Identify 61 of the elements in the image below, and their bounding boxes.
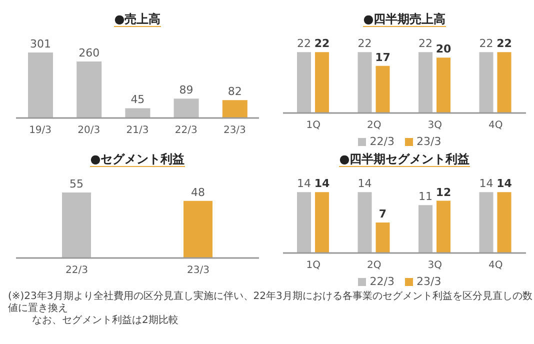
data-label: 55 xyxy=(70,178,84,191)
bar xyxy=(479,192,494,253)
bar xyxy=(174,98,199,118)
x-tick-label: 22/3 xyxy=(174,125,198,136)
data-label: 22 xyxy=(496,37,512,50)
bar xyxy=(315,192,329,253)
x-tick-label: 2Q xyxy=(367,120,382,132)
data-label: 14 xyxy=(358,177,372,190)
bar xyxy=(358,192,372,253)
text: (※)23年3月期より全社費用の区分見直し実施に伴い、22年3月期における各事業のセグメント利益を区分見直しの数値に置き換え xyxy=(8,291,534,314)
x-tick-label: 1Q xyxy=(306,120,321,132)
x-tick-label: 1Q xyxy=(306,260,321,272)
legend-label: 22/3 xyxy=(370,135,394,148)
data-label: 14 xyxy=(496,177,512,190)
bar xyxy=(436,200,450,253)
bar xyxy=(418,205,432,253)
x-tick-label: 19/3 xyxy=(29,125,52,136)
x-tick-label: 23/3 xyxy=(187,265,210,276)
x-tick-label: 23/3 xyxy=(223,125,246,136)
data-label: 45 xyxy=(130,93,145,106)
data-label: 22 xyxy=(297,37,311,50)
data-label: 14 xyxy=(297,177,311,190)
bar xyxy=(28,52,53,118)
data-label: 7 xyxy=(378,208,387,221)
bar xyxy=(376,222,390,253)
data-label: 14 xyxy=(314,177,330,190)
data-label: 260 xyxy=(78,46,100,60)
x-tick-label: 22/3 xyxy=(66,265,88,276)
x-tick-label: 2Q xyxy=(367,260,382,272)
x-tick-label: 4Q xyxy=(488,120,503,132)
data-label: 22 xyxy=(418,37,432,50)
legend-label: 23/3 xyxy=(416,135,442,148)
chart-title: ●四半期セグメント利益 xyxy=(339,152,470,167)
data-label: 82 xyxy=(228,85,242,98)
legend-label: 22/3 xyxy=(370,275,394,288)
bar xyxy=(125,108,150,118)
x-tick-label: 21/3 xyxy=(126,125,149,136)
data-label: 12 xyxy=(436,186,452,199)
x-tick-label: 20/3 xyxy=(78,125,100,136)
chart-title: ●四半期売上高 xyxy=(363,12,446,27)
data-label: 89 xyxy=(179,84,194,97)
x-tick-label: 4Q xyxy=(488,260,503,272)
bar xyxy=(76,61,102,118)
data-label: 48 xyxy=(191,186,205,199)
data-label: 22 xyxy=(314,37,330,50)
data-label: 301 xyxy=(30,38,51,51)
chart-title: ●セグメント利益 xyxy=(90,152,185,167)
data-label: 22 xyxy=(358,37,372,50)
bar xyxy=(497,192,512,253)
bar xyxy=(297,192,311,253)
chart-title: ●売上高 xyxy=(114,12,161,27)
bar xyxy=(222,100,248,118)
data-label: 11 xyxy=(418,190,432,204)
text: なお、セグメント利益は2期比較 xyxy=(31,315,180,327)
data-label: 20 xyxy=(436,42,452,56)
x-tick-label: 3Q xyxy=(428,260,442,272)
data-label: 17 xyxy=(375,50,390,64)
legend-label: 23/3 xyxy=(416,275,442,288)
data-label: 14 xyxy=(479,177,494,190)
data-label: 22 xyxy=(479,37,494,50)
x-tick-label: 3Q xyxy=(428,120,442,132)
